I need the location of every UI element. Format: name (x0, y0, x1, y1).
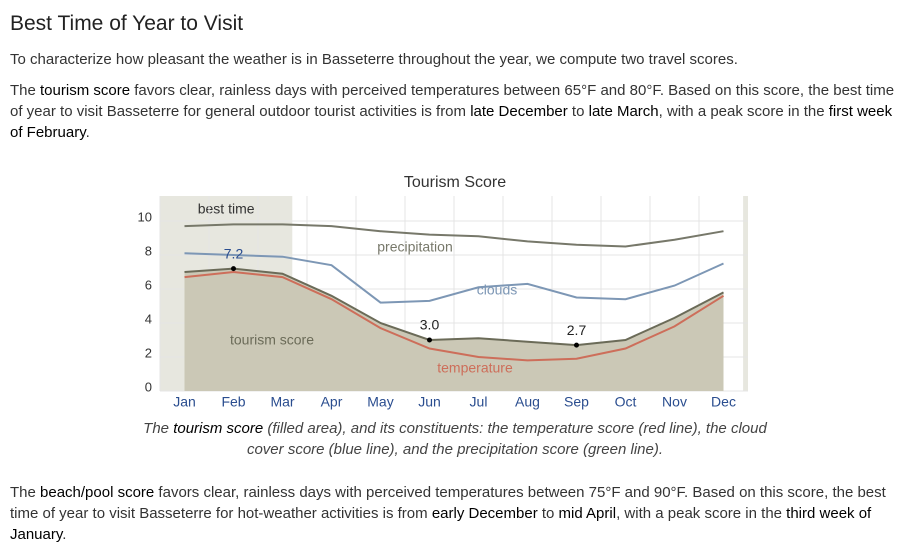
text: , with a peak score in the (616, 505, 787, 522)
y-tick-label: 4 (145, 311, 152, 326)
intro: To characterize how pleasant the weather… (10, 51, 738, 68)
x-tick-label: Nov (662, 394, 687, 410)
emphasis: beach/pool score (40, 484, 155, 501)
text: (filled area), and its constituents: the… (246, 420, 767, 458)
text: The (143, 420, 174, 437)
x-tick-label: Jun (418, 394, 441, 410)
beach-paragraph: The beach/pool score favors clear, rainl… (10, 482, 895, 545)
emphasis: late March (588, 103, 659, 120)
emphasis: third week of January (10, 505, 872, 543)
series-label: tourism score (230, 332, 314, 348)
score-line (184, 267, 724, 347)
emphasis: tourism score (173, 420, 264, 437)
value-label: 2.7 (567, 322, 587, 338)
text: favors clear, rainless days with perceiv… (10, 82, 895, 120)
text: The (10, 82, 41, 99)
text: favors clear, rainless days with perceiv… (10, 484, 886, 522)
x-tick-label: Oct (615, 394, 637, 410)
text: . (85, 124, 90, 141)
series-label: temperature (437, 360, 513, 376)
tourism-area (184, 268, 724, 391)
peak-dot (231, 266, 236, 272)
text: , with a peak score in the (658, 103, 829, 120)
value-label: 7.2 (224, 245, 244, 261)
best-time-band (743, 196, 748, 391)
x-tick-label: Dec (711, 394, 736, 410)
x-tick-label: May (367, 394, 393, 410)
x-tick-label: Aug (515, 394, 540, 410)
value-label: 3.0 (420, 317, 440, 333)
emphasis: first week of February (10, 103, 893, 141)
peak-dot (574, 342, 579, 348)
x-tick-label: Sep (564, 394, 589, 410)
chart-title: Tourism Score (404, 174, 506, 191)
y-tick-label: 0 (145, 379, 152, 394)
peak-dot (427, 337, 432, 343)
text: The (10, 484, 41, 501)
emphasis: tourism score (40, 82, 131, 99)
y-tick-label: 10 (138, 209, 152, 224)
text: . (62, 526, 67, 543)
x-tick-label: Jan (173, 394, 196, 410)
score-line (184, 252, 724, 304)
heading: Best Time of Year to Visit (10, 12, 244, 35)
y-tick-label: 6 (145, 277, 152, 292)
text: to (537, 505, 559, 522)
series-label: clouds (477, 282, 517, 298)
best-time-label: best time (198, 201, 255, 217)
score-line (184, 270, 725, 362)
score-line (184, 223, 724, 248)
series-label: precipitation (377, 239, 453, 255)
y-tick-label: 2 (145, 345, 152, 360)
caption: The tourism score (filled area), and its… (130, 418, 780, 460)
emphasis: mid April (558, 505, 617, 522)
x-tick-label: Apr (321, 394, 343, 410)
x-tick-label: Feb (221, 394, 245, 410)
y-tick-label: 8 (145, 243, 152, 258)
text: to (567, 103, 589, 120)
tourism-paragraph: The tourism score favors clear, rainless… (10, 80, 895, 143)
x-tick-label: Jul (470, 394, 488, 410)
x-tick-label: Mar (270, 394, 294, 410)
emphasis: early December (431, 505, 538, 522)
emphasis: late December (470, 103, 568, 120)
